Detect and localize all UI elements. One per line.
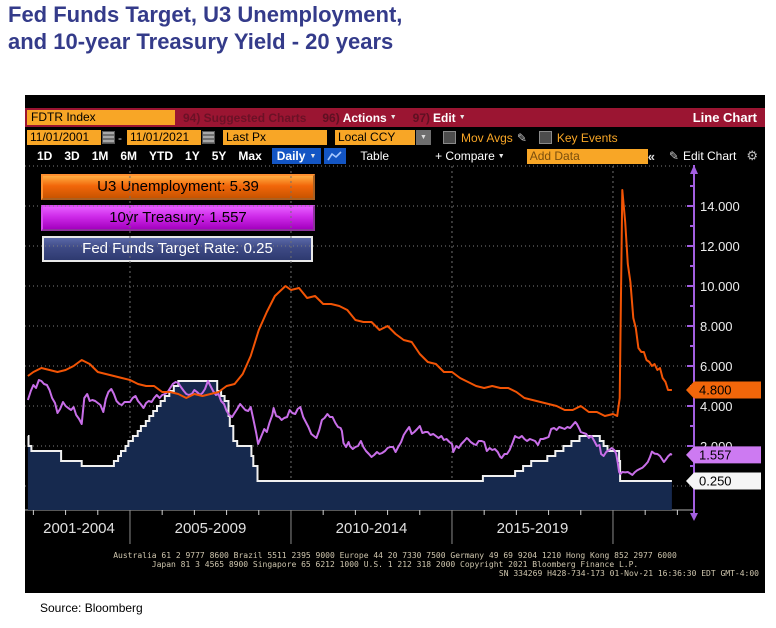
x-axis-label: 2005-2009 [175, 520, 247, 537]
compare-button[interactable]: + Compare ▼ [435, 149, 505, 163]
page-title-line1: Fed Funds Target, U3 Unemployment, [8, 2, 403, 27]
key-events-checkbox[interactable] [538, 131, 552, 144]
edit-menu-button[interactable]: 97) Edit ▼ [413, 111, 466, 125]
source-caption: Source: Bloomberg [40, 601, 143, 615]
x-axis-label: 2015-2019 [497, 520, 569, 537]
price-chart[interactable]: 2001-20042005-20092010-20142015-20192.00… [25, 165, 765, 550]
bloomberg-terminal-panel: FDTR Index 94) Suggested Charts 96) Acti… [25, 95, 765, 593]
frequency-label: Daily [276, 149, 306, 163]
x-axis-label: 2001-2004 [43, 520, 115, 537]
date-range-separator: - [118, 130, 122, 145]
y-axis-tick-label: 12.000 [700, 239, 740, 254]
x-axis: 2001-2004 2005-2009 2010-2014 2015-2019 [25, 509, 694, 544]
toolbar: FDTR Index 94) Suggested Charts 96) Acti… [25, 108, 765, 127]
chevron-down-icon: ▼ [389, 114, 397, 121]
edit-chart-label: Edit Chart [682, 149, 737, 163]
period-button-5y[interactable]: 5Y [211, 149, 227, 163]
key-events-label[interactable]: Key Events [556, 130, 618, 145]
table-button[interactable]: Table [360, 149, 390, 163]
footer-contacts-line2: Japan 81 3 4565 8900 Singapore 65 6212 1… [151, 560, 639, 569]
price-tag-label: 0.250 [699, 474, 732, 489]
calendar-icon[interactable] [202, 131, 215, 144]
footer-session-info: SN 334269 H428-734-173 01-Nov-21 16:36:3… [498, 569, 759, 578]
date-range-bar: 11/01/2001 - 11/01/2021 Last Px Local CC… [25, 128, 765, 147]
mov-avgs-label[interactable]: Mov Avgs [461, 130, 513, 145]
collapse-chevrons-icon[interactable]: « [647, 148, 655, 164]
pencil-icon: ✎ [668, 149, 679, 163]
period-button-1d[interactable]: 1D [37, 149, 53, 163]
suggested-charts-button[interactable]: 94) Suggested Charts [183, 110, 307, 125]
actions-menu-label: Actions [342, 110, 387, 125]
gear-icon[interactable]: ⚙ [746, 148, 758, 163]
frequency-select[interactable]: Daily ▼ [271, 148, 322, 164]
period-button-1y[interactable]: 1Y [185, 149, 200, 163]
series-fill-fed-funds-target-rate [27, 381, 672, 510]
legend-10yr-treasury[interactable]: 10yr Treasury: 1.557 [41, 205, 315, 231]
start-date-input[interactable]: 11/01/2001 [27, 130, 101, 145]
chart-controls-bar: 1D 3D 1M 6M YTD 1Y 5Y Max Daily ▼ Table … [25, 147, 765, 165]
y-axis-tick-label: 14.000 [700, 199, 740, 214]
page-title-line2: and 10-year Treasury Yield - 20 years [8, 28, 394, 54]
period-button-max[interactable]: Max [238, 149, 262, 163]
series [26, 189, 673, 510]
price-field-input[interactable]: Last Px [223, 130, 327, 145]
price-tag-label: 1.557 [699, 447, 732, 462]
compare-label: + Compare [435, 149, 495, 163]
mov-avgs-checkbox[interactable] [443, 131, 456, 144]
y-axis-tick-label: 10.000 [700, 279, 740, 294]
chevron-down-icon: ▼ [309, 152, 317, 160]
add-data-input[interactable]: Add Data [526, 148, 648, 164]
footer-contacts-line1: Australia 61 2 9777 8600 Brazil 5511 239… [113, 551, 677, 560]
pencil-icon[interactable]: ✎ [516, 130, 527, 145]
axis-price-tags: 4.800 1.557 0.250 [686, 381, 761, 490]
y-axis-tick-label: 4.000 [700, 399, 733, 414]
period-button-3d[interactable]: 3D [64, 149, 80, 163]
chevron-down-icon: ▼ [458, 114, 466, 121]
price-tag [686, 381, 761, 399]
edit-menu-number: 97) [412, 110, 431, 125]
legend-u3-unemployment[interactable]: U3 Unemployment: 5.39 [41, 174, 315, 200]
terminal-footer: Australia 61 2 9777 8600 Brazil 5511 239… [25, 551, 765, 578]
chevron-down-icon[interactable]: ▼ [416, 130, 431, 145]
period-button-6m[interactable]: 6M [120, 149, 138, 163]
line-chart-icon [327, 151, 342, 161]
price-tag [686, 472, 761, 490]
actions-menu-number: 96) [322, 110, 340, 125]
chart-type-label: Line Chart [692, 110, 757, 125]
page-title: Fed Funds Target, U3 Unemployment, and 1… [8, 2, 402, 56]
currency-select[interactable]: Local CCY [335, 130, 415, 145]
series-line-u3-unemployment [27, 189, 672, 417]
calendar-icon[interactable] [102, 131, 115, 144]
chart-style-icon[interactable] [324, 148, 347, 164]
security-input[interactable]: FDTR Index [27, 110, 175, 125]
edit-chart-button[interactable]: ✎ Edit Chart [665, 149, 736, 163]
y-axis-tick-label: 8.000 [700, 319, 733, 334]
edit-menu-label: Edit [433, 110, 456, 125]
x-axis-label: 2010-2014 [336, 520, 408, 537]
series-line-fed-funds-target-rate [27, 380, 672, 482]
chevron-down-icon: ▼ [497, 152, 505, 160]
actions-menu-button[interactable]: 96) Actions ▼ [322, 111, 396, 125]
y-axis-tick-label: 6.000 [700, 359, 733, 374]
end-date-input[interactable]: 11/01/2021 [127, 130, 201, 145]
series-line-10yr-treasury [26, 379, 673, 476]
price-tag [686, 446, 761, 464]
price-tag-label: 4.800 [699, 383, 732, 398]
period-button-1m[interactable]: 1M [91, 149, 109, 163]
period-button-ytd[interactable]: YTD [149, 149, 174, 163]
